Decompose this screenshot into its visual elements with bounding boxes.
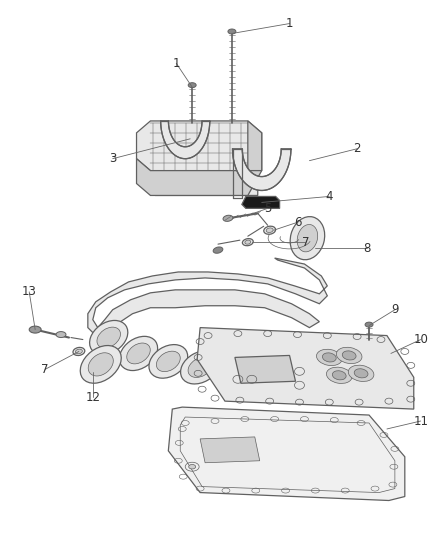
Ellipse shape xyxy=(245,343,285,376)
Ellipse shape xyxy=(317,349,342,366)
Ellipse shape xyxy=(213,247,223,253)
Ellipse shape xyxy=(245,240,251,244)
Ellipse shape xyxy=(297,224,318,252)
Text: 8: 8 xyxy=(364,241,371,255)
Text: 2: 2 xyxy=(353,142,361,155)
Polygon shape xyxy=(142,171,258,196)
Ellipse shape xyxy=(120,336,158,370)
Ellipse shape xyxy=(75,349,82,354)
Ellipse shape xyxy=(264,226,276,235)
Ellipse shape xyxy=(332,371,346,380)
Polygon shape xyxy=(248,121,262,171)
Text: 1: 1 xyxy=(286,17,293,30)
Polygon shape xyxy=(233,149,291,190)
Ellipse shape xyxy=(80,345,121,383)
Text: 4: 4 xyxy=(325,190,333,203)
Ellipse shape xyxy=(348,365,374,382)
Text: 10: 10 xyxy=(413,333,428,346)
Ellipse shape xyxy=(90,320,128,354)
Ellipse shape xyxy=(223,215,233,221)
Ellipse shape xyxy=(212,351,251,384)
Text: 1: 1 xyxy=(173,57,180,70)
Ellipse shape xyxy=(180,351,220,384)
Ellipse shape xyxy=(252,350,277,369)
Ellipse shape xyxy=(228,29,236,34)
Text: 9: 9 xyxy=(391,303,399,316)
Polygon shape xyxy=(168,407,405,500)
Text: 6: 6 xyxy=(294,216,301,229)
Text: 7: 7 xyxy=(302,236,309,249)
Polygon shape xyxy=(235,356,296,383)
Polygon shape xyxy=(137,121,262,171)
Polygon shape xyxy=(197,328,414,409)
Ellipse shape xyxy=(73,348,85,356)
Ellipse shape xyxy=(149,345,188,378)
Ellipse shape xyxy=(354,369,368,378)
Text: 12: 12 xyxy=(85,391,100,403)
Text: 13: 13 xyxy=(22,285,37,298)
Ellipse shape xyxy=(242,239,253,246)
Ellipse shape xyxy=(290,216,325,260)
Ellipse shape xyxy=(189,464,196,469)
Ellipse shape xyxy=(326,367,352,383)
Ellipse shape xyxy=(322,353,336,362)
Ellipse shape xyxy=(336,348,362,364)
Polygon shape xyxy=(200,437,260,463)
Ellipse shape xyxy=(29,326,41,333)
Ellipse shape xyxy=(266,228,273,232)
Polygon shape xyxy=(161,121,210,159)
Ellipse shape xyxy=(156,351,180,372)
Polygon shape xyxy=(88,258,327,340)
Polygon shape xyxy=(242,197,279,208)
Ellipse shape xyxy=(220,358,244,377)
Ellipse shape xyxy=(365,322,373,327)
Ellipse shape xyxy=(97,327,120,348)
Ellipse shape xyxy=(88,353,113,376)
Polygon shape xyxy=(137,159,262,196)
Text: 11: 11 xyxy=(413,415,428,427)
Ellipse shape xyxy=(188,357,212,377)
Text: 7: 7 xyxy=(41,363,49,376)
Ellipse shape xyxy=(342,351,356,360)
Text: 5: 5 xyxy=(264,202,272,215)
Ellipse shape xyxy=(56,332,66,337)
Ellipse shape xyxy=(188,83,196,87)
Ellipse shape xyxy=(127,343,150,364)
Text: 3: 3 xyxy=(109,152,117,165)
